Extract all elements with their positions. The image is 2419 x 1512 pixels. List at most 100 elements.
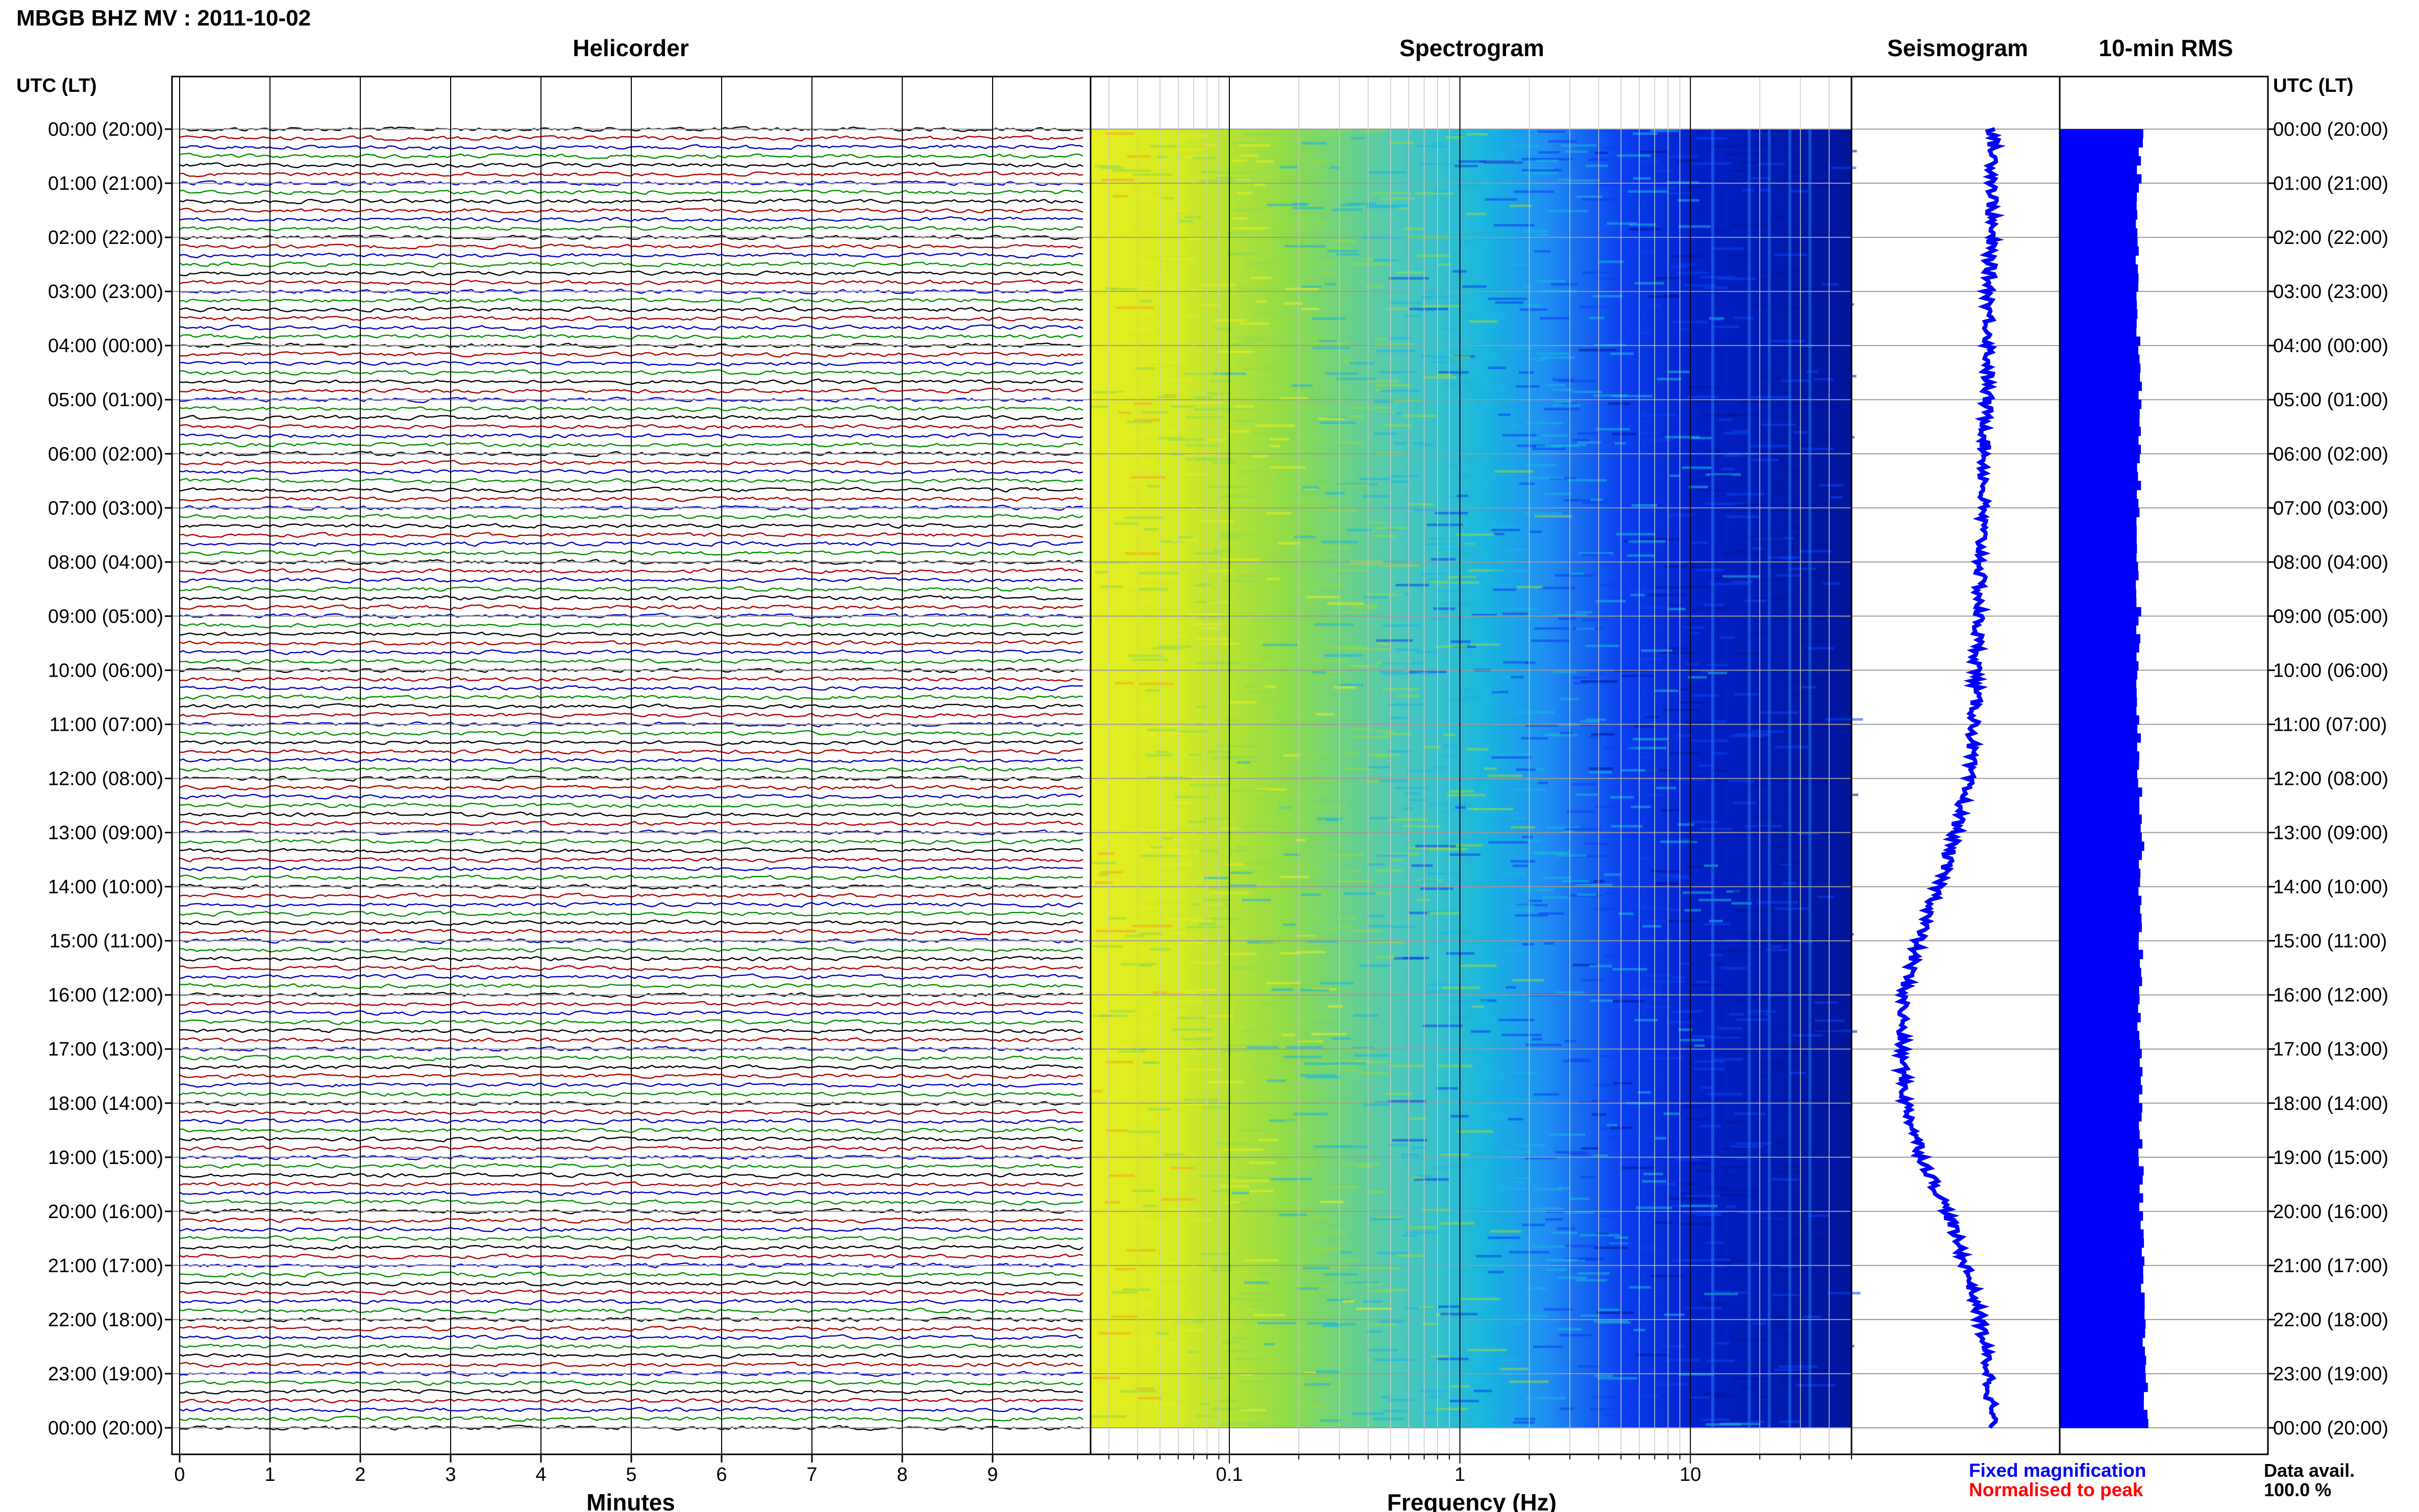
spectrogram-speckle — [1645, 769, 1670, 772]
rms-bar — [2060, 1103, 2142, 1113]
spectrogram-speckle — [1686, 1195, 1720, 1197]
spectrogram-speckle — [1112, 169, 1151, 172]
spectrogram-speckle — [1582, 501, 1609, 504]
spectrogram-speckle — [1454, 164, 1478, 167]
spectrogram-speckle — [1581, 979, 1605, 982]
spectrogram-speckle — [1221, 756, 1262, 759]
spectrogram-speckle — [1304, 1383, 1331, 1386]
spectrogram-speckle — [1301, 285, 1321, 288]
spectrogram-speckle — [1632, 606, 1670, 609]
spectrogram-speckle — [1549, 1133, 1586, 1136]
spectrogram-speckle — [1536, 280, 1566, 283]
spectrogram-speckle — [1287, 536, 1300, 539]
spectrogram-speckle — [1340, 1251, 1351, 1254]
spectrogram-speckle — [1574, 682, 1589, 685]
spectrogram-speckle — [1614, 587, 1645, 590]
spectrogram-speckle — [1249, 691, 1270, 694]
spectrogram-speckle — [1430, 360, 1454, 363]
spectrogram-speckle — [1181, 134, 1208, 137]
spectrogram-speckle — [1256, 160, 1274, 163]
spectrogram-speckle — [1514, 190, 1554, 193]
spectrogram-speckle — [1436, 1087, 1458, 1090]
rms-bar — [2060, 1346, 2145, 1356]
spectrogram-speckle — [1418, 1175, 1433, 1178]
spectrogram-speckle — [1579, 306, 1612, 309]
spectrogram-speckle — [1759, 278, 1771, 281]
spectrogram-speckle — [1612, 968, 1647, 971]
rms-bar — [2060, 1058, 2140, 1068]
spectrogram-speckle — [1501, 753, 1531, 756]
spectrogram-speckle — [1650, 722, 1665, 725]
spectrogram-speckle — [1315, 584, 1345, 587]
spectrogram-speckle — [1167, 990, 1198, 994]
spectrogram-speckle — [1318, 417, 1345, 420]
spectrogram-speckle — [1565, 828, 1601, 831]
spectrogram-speckle — [1682, 626, 1705, 629]
spectrogram-speckle — [1419, 163, 1454, 166]
spectrogram-speckle — [1105, 132, 1134, 135]
spectrogram-speckle — [1655, 1137, 1666, 1140]
rms-bar — [2060, 1355, 2146, 1365]
spectrogram-speckle — [1637, 1091, 1651, 1094]
spectrogram-speckle — [1402, 414, 1436, 417]
spectrogram-speckle — [1719, 636, 1735, 639]
spectrogram-speckle — [1575, 611, 1592, 614]
rms-bar — [2060, 1283, 2141, 1293]
spectrogram-speckle — [1219, 1399, 1237, 1402]
spectrogram-speckle — [1416, 899, 1431, 902]
spectrogram-speckle — [1533, 1345, 1563, 1348]
spectrogram-speckle — [1694, 400, 1716, 403]
time-label-right: 07:00 (03:00) — [2273, 498, 2388, 519]
spectrogram-speckle — [1449, 1000, 1488, 1003]
spectrogram-speckle — [1575, 1279, 1608, 1282]
spectrogram-speckle — [1201, 170, 1221, 173]
spectrogram-speckle — [1202, 304, 1221, 307]
spectrogram-speckle — [1532, 1245, 1572, 1248]
spectrogram-speckle — [1366, 593, 1404, 596]
spectrogram-speckle — [1330, 569, 1368, 572]
spectrogram-speckle — [1251, 831, 1290, 833]
spectrogram-speckle — [1289, 752, 1329, 755]
spectrogram-speckle — [1534, 1093, 1559, 1096]
spectrogram-speckle — [1443, 745, 1459, 748]
spectrogram-speckle — [1423, 295, 1455, 299]
spectrogram-speckle — [1531, 358, 1547, 361]
spectrogram-speckle — [1302, 337, 1337, 340]
spectrogram-speckle — [1735, 1157, 1747, 1160]
spectrogram-speckle — [1814, 544, 1838, 547]
spectrogram-speckle — [1578, 1101, 1609, 1104]
spectrogram-speckle — [1098, 1332, 1131, 1335]
spectrogram-speckle — [1416, 651, 1439, 654]
spectrogram-speckle — [1243, 1259, 1279, 1262]
spectrogram-speckle — [1294, 535, 1316, 538]
spectrogram-speckle — [1223, 1148, 1264, 1151]
spectrogram-speckle — [1267, 1311, 1301, 1314]
spectrogram-speckle — [1357, 130, 1386, 133]
spectrogram-speckle — [1483, 1026, 1496, 1029]
spectrogram-speckle — [1698, 764, 1713, 767]
spectrogram-speckle — [1655, 1221, 1673, 1224]
spectrogram-speckle — [1255, 788, 1287, 791]
spectrogram-speckle — [1323, 1064, 1357, 1068]
spectrogram-speckle — [1415, 845, 1456, 848]
rms-bar — [2060, 1247, 2142, 1257]
spectrogram-speckle — [1247, 336, 1260, 339]
spectrogram-speckle — [1535, 233, 1548, 236]
spectrogram-speckle — [1581, 1147, 1599, 1150]
spectrogram-speckle — [1576, 893, 1596, 896]
spectrogram-speckle — [1173, 838, 1185, 841]
rms-bar — [2060, 805, 2139, 815]
spectrogram-speckle — [1340, 204, 1361, 207]
spectrogram-speckle — [1575, 793, 1598, 796]
spectrogram-speckle — [1826, 1144, 1845, 1147]
spectrogram-speckle — [1504, 949, 1522, 952]
spectrogram-speckle — [1324, 646, 1361, 649]
spectrogram-speckle — [1225, 953, 1256, 955]
spectrogram-speckle — [1594, 805, 1632, 808]
rms-bar — [2060, 986, 2139, 996]
spectrogram-speckle — [1815, 725, 1833, 728]
spectrogram-speckle — [1564, 1039, 1576, 1043]
spectrogram-speckle — [1462, 696, 1493, 699]
spectrogram-speckle — [1522, 1223, 1545, 1226]
spectrogram-speckle — [1807, 647, 1835, 650]
